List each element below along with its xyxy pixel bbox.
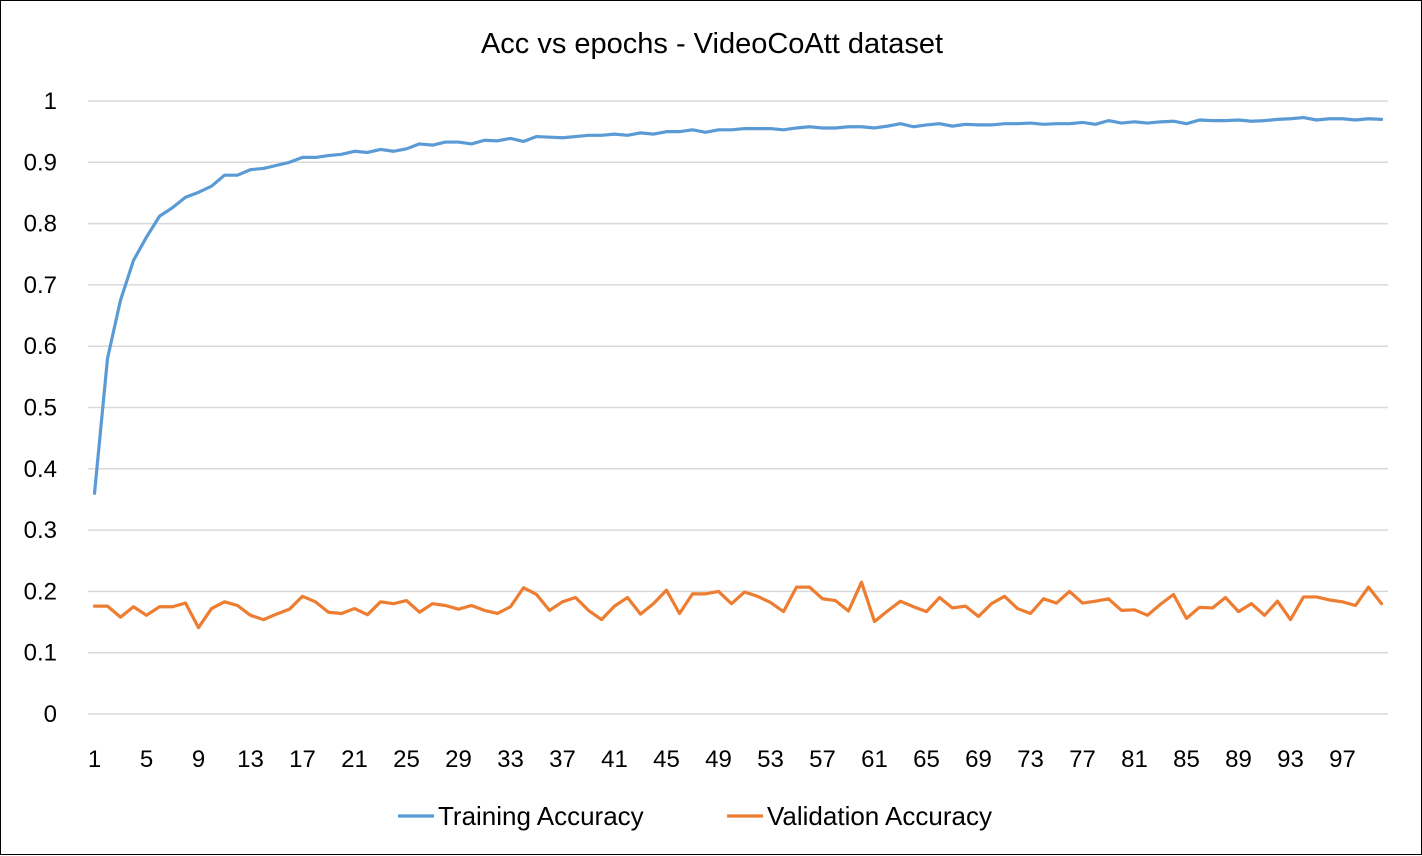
- y-tick-label: 0.8: [24, 211, 57, 238]
- y-axis-ticks: 0 0.1 0.2 0.3 0.4 0.5 0.6 0.7 0.8 0.9 1: [24, 88, 57, 728]
- x-tick-label: 9: [192, 746, 205, 773]
- x-tick-label: 93: [1277, 746, 1304, 773]
- y-tick-label: 0.3: [24, 517, 57, 544]
- x-tick-label: 97: [1329, 746, 1356, 773]
- x-tick-label: 29: [445, 746, 472, 773]
- legend: Training Accuracy Validation Accuracy: [398, 801, 992, 831]
- x-tick-label: 21: [341, 746, 368, 773]
- x-tick-label: 37: [549, 746, 576, 773]
- x-tick-label: 57: [809, 746, 836, 773]
- y-tick-label: 0.7: [24, 272, 57, 299]
- x-tick-label: 41: [601, 746, 628, 773]
- y-tick-label: 0.4: [24, 456, 57, 483]
- x-tick-label: 61: [861, 746, 888, 773]
- x-tick-label: 17: [289, 746, 316, 773]
- x-tick-label: 13: [237, 746, 264, 773]
- x-tick-label: 89: [1225, 746, 1252, 773]
- x-tick-label: 33: [497, 746, 524, 773]
- x-tick-label: 69: [965, 746, 992, 773]
- legend-label: Training Accuracy: [438, 801, 644, 831]
- x-tick-label: 53: [757, 746, 784, 773]
- gridlines: [88, 100, 1388, 715]
- x-tick-label: 81: [1121, 746, 1148, 773]
- x-tick-label: 49: [705, 746, 732, 773]
- y-tick-label: 0.1: [24, 640, 57, 667]
- y-tick-label: 0.5: [24, 395, 57, 422]
- x-tick-label: 85: [1173, 746, 1200, 773]
- y-tick-label: 0: [44, 701, 57, 728]
- x-tick-label: 5: [140, 746, 153, 773]
- y-tick-label: 0.6: [24, 333, 57, 360]
- series-lines: [92, 115, 1384, 630]
- x-tick-label: 1: [88, 746, 101, 773]
- x-tick-label: 73: [1017, 746, 1044, 773]
- y-tick-label: 1: [44, 88, 57, 115]
- series-line-validation: [92, 580, 1384, 630]
- legend-label: Validation Accuracy: [767, 801, 992, 831]
- x-tick-label: 45: [653, 746, 680, 773]
- chart-title: Acc vs epochs - VideoCoAtt dataset: [481, 28, 943, 60]
- x-tick-label: 25: [393, 746, 420, 773]
- series-line-training: [92, 115, 1384, 495]
- x-axis-ticks: 1 5 9 13 17 21 25 29 33 37 41 45 49 53 57 61 65 69 73 77 81 8…: [88, 746, 1356, 773]
- x-tick-label: 65: [913, 746, 940, 773]
- y-tick-label: 0.9: [24, 149, 57, 176]
- x-tick-label: 77: [1069, 746, 1096, 773]
- y-tick-label: 0.2: [24, 578, 57, 605]
